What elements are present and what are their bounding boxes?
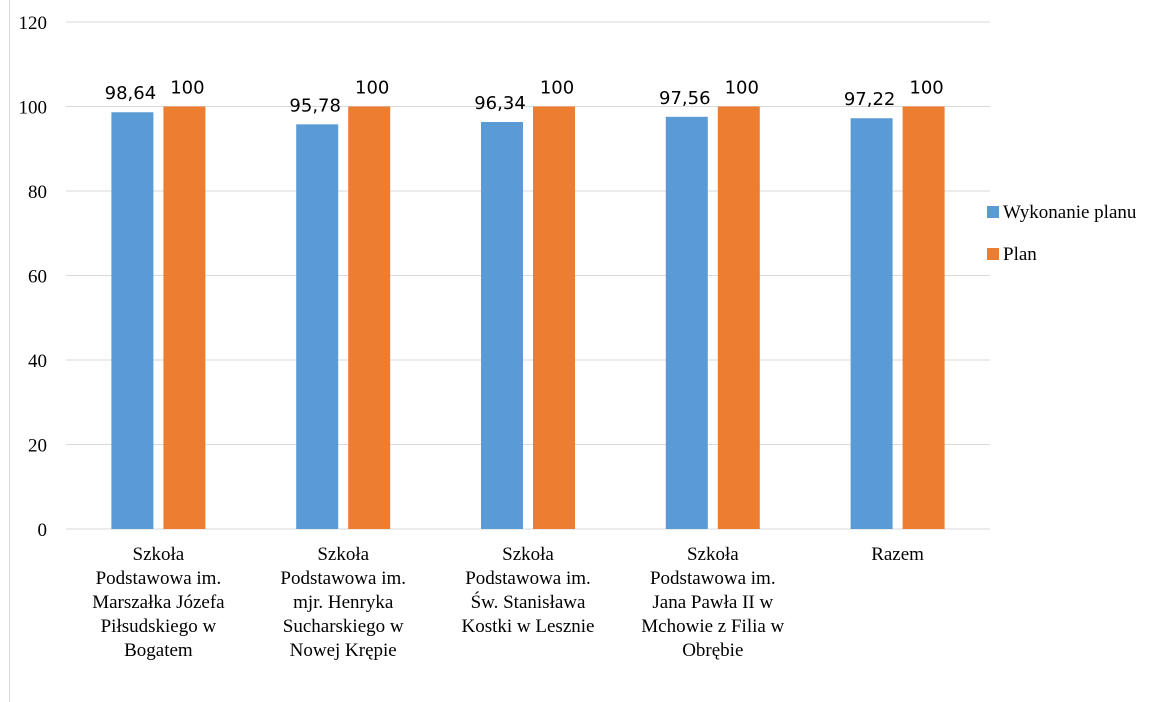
x-category-label-line: Kostki w Lesznie: [462, 616, 595, 637]
x-category-label: Razem: [871, 544, 924, 565]
data-label: 97,56: [659, 88, 711, 109]
x-category-label-line: Podstawowa im.: [465, 568, 591, 589]
x-category-label-line: Szkoła: [502, 544, 554, 565]
x-category-label-line: Marszałka Józefa: [92, 592, 225, 613]
data-label: 95,78: [289, 95, 341, 116]
y-tick-label: 20: [28, 436, 47, 457]
x-category-label-line: Szkoła: [133, 544, 185, 565]
x-category-label-line: mjr. Henryka: [293, 592, 394, 613]
chart-frame-border: [9, 0, 10, 702]
data-label: 97,22: [844, 89, 896, 110]
y-tick-label: 60: [28, 267, 47, 288]
data-label: 100: [170, 78, 204, 99]
x-category-label-line: Piłsudskiego w: [101, 616, 217, 637]
x-category-label-line: Mchowie z Filia w: [641, 616, 784, 637]
data-label: 96,34: [474, 93, 526, 114]
y-tick-label: 40: [28, 351, 47, 372]
x-category-label: Szkoła Podstawowa im. Jana Pawła II w Mchow…: [641, 544, 784, 661]
x-category-label-line: Jana Pawła II w: [652, 592, 773, 613]
bar: [481, 121, 523, 529]
x-category-label-line: Razem: [871, 544, 924, 565]
x-category-label: Szkoła Podstawowa im. Marszałka Józefa Piłs…: [92, 544, 225, 661]
legend-label: Plan: [1003, 244, 1037, 265]
data-label: 100: [540, 78, 574, 99]
x-category-label-line: Obrębie: [682, 640, 743, 661]
bar: [717, 106, 760, 529]
data-label: 100: [725, 78, 759, 99]
x-category-label-line: Bogatem: [124, 640, 193, 661]
y-tick-label: 120: [19, 13, 48, 34]
x-category-label-line: Św. Stanisława: [471, 591, 586, 613]
bar: [296, 124, 339, 529]
bar: [850, 118, 893, 530]
x-category-label-line: Szkoła: [687, 544, 739, 565]
bar: [665, 116, 708, 530]
legend-swatch: [987, 248, 999, 260]
x-category-label-line: Sucharskiego w: [283, 616, 404, 637]
y-tick-label: 80: [28, 182, 47, 203]
legend-swatch: [987, 206, 999, 218]
x-category-label: Szkoła Podstawowa im. Św. Stanisława Kostki…: [462, 544, 595, 637]
bar: [111, 112, 154, 529]
x-category-label-line: Szkoła: [317, 544, 369, 565]
bar: [533, 106, 575, 529]
y-tick-label: 100: [19, 98, 48, 119]
y-tick-label: 0: [38, 520, 48, 541]
data-label: 100: [909, 78, 943, 99]
x-category-label-line: Podstawowa im.: [650, 568, 776, 589]
bar: [348, 106, 391, 529]
x-category-label-line: Podstawowa im.: [280, 568, 406, 589]
legend-label: Wykonanie planu: [1003, 202, 1137, 223]
x-category-label: Szkoła Podstawowa im. mjr. Henryka Sucharsk…: [280, 544, 406, 661]
bar: [163, 106, 206, 529]
bar: [902, 106, 945, 529]
data-label: 98,64: [105, 83, 157, 104]
x-category-label-line: Podstawowa im.: [96, 568, 222, 589]
data-label: 100: [355, 78, 389, 99]
x-category-label-line: Nowej Krępie: [290, 640, 397, 661]
